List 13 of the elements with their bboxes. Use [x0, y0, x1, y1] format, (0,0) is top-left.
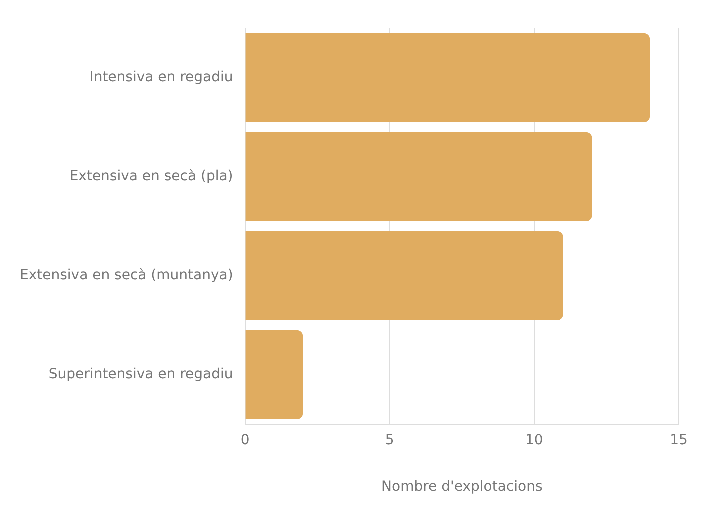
x-axis-title: Nombre d'explotacions: [382, 479, 543, 496]
y-tick-label: Intensiva en regadiu: [90, 70, 234, 86]
x-tick-label: 15: [670, 432, 688, 448]
bar: [246, 132, 592, 222]
y-tick-label: Extensiva en secà (muntanya): [20, 268, 234, 284]
x-tick-label: 10: [526, 432, 544, 448]
x-tick-label: 5: [385, 432, 394, 448]
y-tick-label: Superintensiva en regadiu: [48, 366, 234, 383]
bar: [246, 33, 650, 122]
bar: [246, 330, 304, 420]
bar: [246, 231, 564, 320]
x-tick-label: 0: [240, 432, 250, 448]
y-tick-label: Extensiva en secà (pla): [70, 168, 234, 185]
